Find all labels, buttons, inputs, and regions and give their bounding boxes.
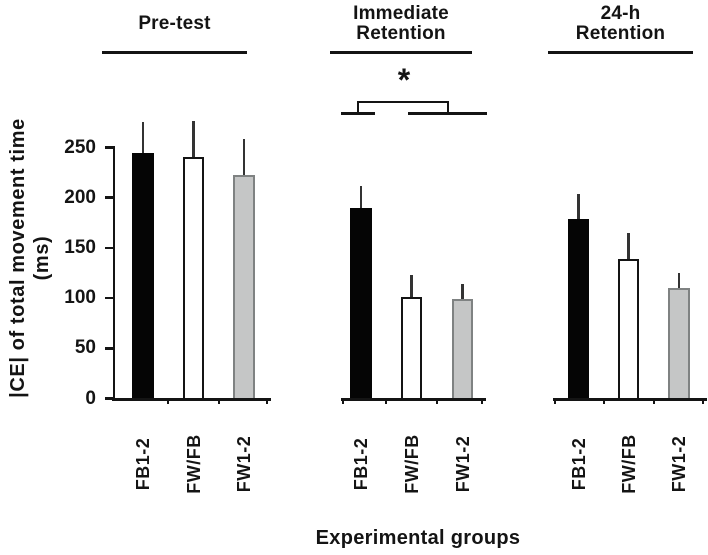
y-axis-tick [104,146,114,149]
panel-title-line: Immediate [353,3,449,24]
x-tick-label: FW/FB [401,434,422,494]
panel-title-underline [548,51,693,54]
x-tick-label: FW1-2 [452,435,473,493]
panel-title-line: 24-h [600,3,641,24]
y-axis-label-line1: |CE| of total movement time [7,118,29,398]
error-bar [141,122,145,157]
bar-fb12 [132,152,154,400]
baseline-tick [436,400,438,404]
y-tick-label: 200 [64,186,96,208]
significance-bracket [357,101,449,114]
panel-title: 24-h Retention [531,1,708,47]
error-bar [192,121,195,161]
x-baseline [553,397,707,401]
significance-underline-right [408,112,487,115]
y-axis-tick [104,347,114,350]
significance-underline-left [341,112,375,115]
y-axis-tick [104,397,114,400]
x-tick-label: FB1-2 [568,437,589,491]
y-tick-label: 150 [64,236,96,258]
x-baseline [341,397,486,401]
baseline-tick [481,400,483,404]
error-bar [577,193,580,223]
y-axis-line [112,146,115,401]
y-tick-label: 0 [85,387,96,409]
bar-fb12 [567,218,590,400]
bar-fwfb [182,156,205,400]
baseline-tick [702,400,704,404]
panel-title: Immediate Retention [311,1,491,47]
y-tick-label: 250 [64,136,96,158]
error-bar [627,232,630,263]
baseline-tick [342,400,344,404]
error-bar [677,273,681,293]
bar-fwfb [617,258,640,400]
panel-title-underline [330,51,472,54]
y-axis-tick [104,296,114,300]
x-tick-label: FW/FB [183,434,204,494]
error-bar [410,275,413,302]
error-bar [242,139,246,179]
y-axis-tick [104,196,114,199]
x-tick-label: FW/FB [618,434,639,494]
bar-fw12 [451,299,474,400]
y-axis-label-line2: (ms) [31,235,53,281]
bar-fw12 [668,288,690,400]
panel-title-line: Retention [356,23,446,44]
bar-fwfb [400,297,423,400]
y-axis-label: |CE| of total movement time (ms) [6,93,54,423]
panel-title-line: Pre-test [138,13,211,34]
x-baseline [112,397,271,401]
baseline-tick [652,400,655,404]
error-bar [461,284,464,304]
baseline-tick [385,400,388,404]
panel-title-underline [102,51,247,54]
x-tick-label: FB1-2 [133,437,153,491]
x-tick-label: FW1-2 [234,435,254,493]
y-tick-label: 50 [74,337,96,359]
baseline-tick [266,400,268,404]
bar-fb12 [350,207,372,400]
error-bar [359,185,363,212]
bar-fw12 [233,174,255,400]
x-axis-title: Experimental groups [315,527,521,549]
x-tick-label: FB1-2 [351,437,371,491]
baseline-tick [167,400,170,404]
x-tick-label: FW1-2 [669,435,689,493]
significance-asterisk: * [397,62,411,98]
panel-title-line: Retention [575,23,666,44]
y-tick-label: 100 [64,287,96,309]
baseline-tick [554,400,556,404]
baseline-tick [217,400,220,404]
panel-title: Pre-test [85,1,265,47]
baseline-tick [602,400,605,404]
y-axis-tick [104,246,114,250]
